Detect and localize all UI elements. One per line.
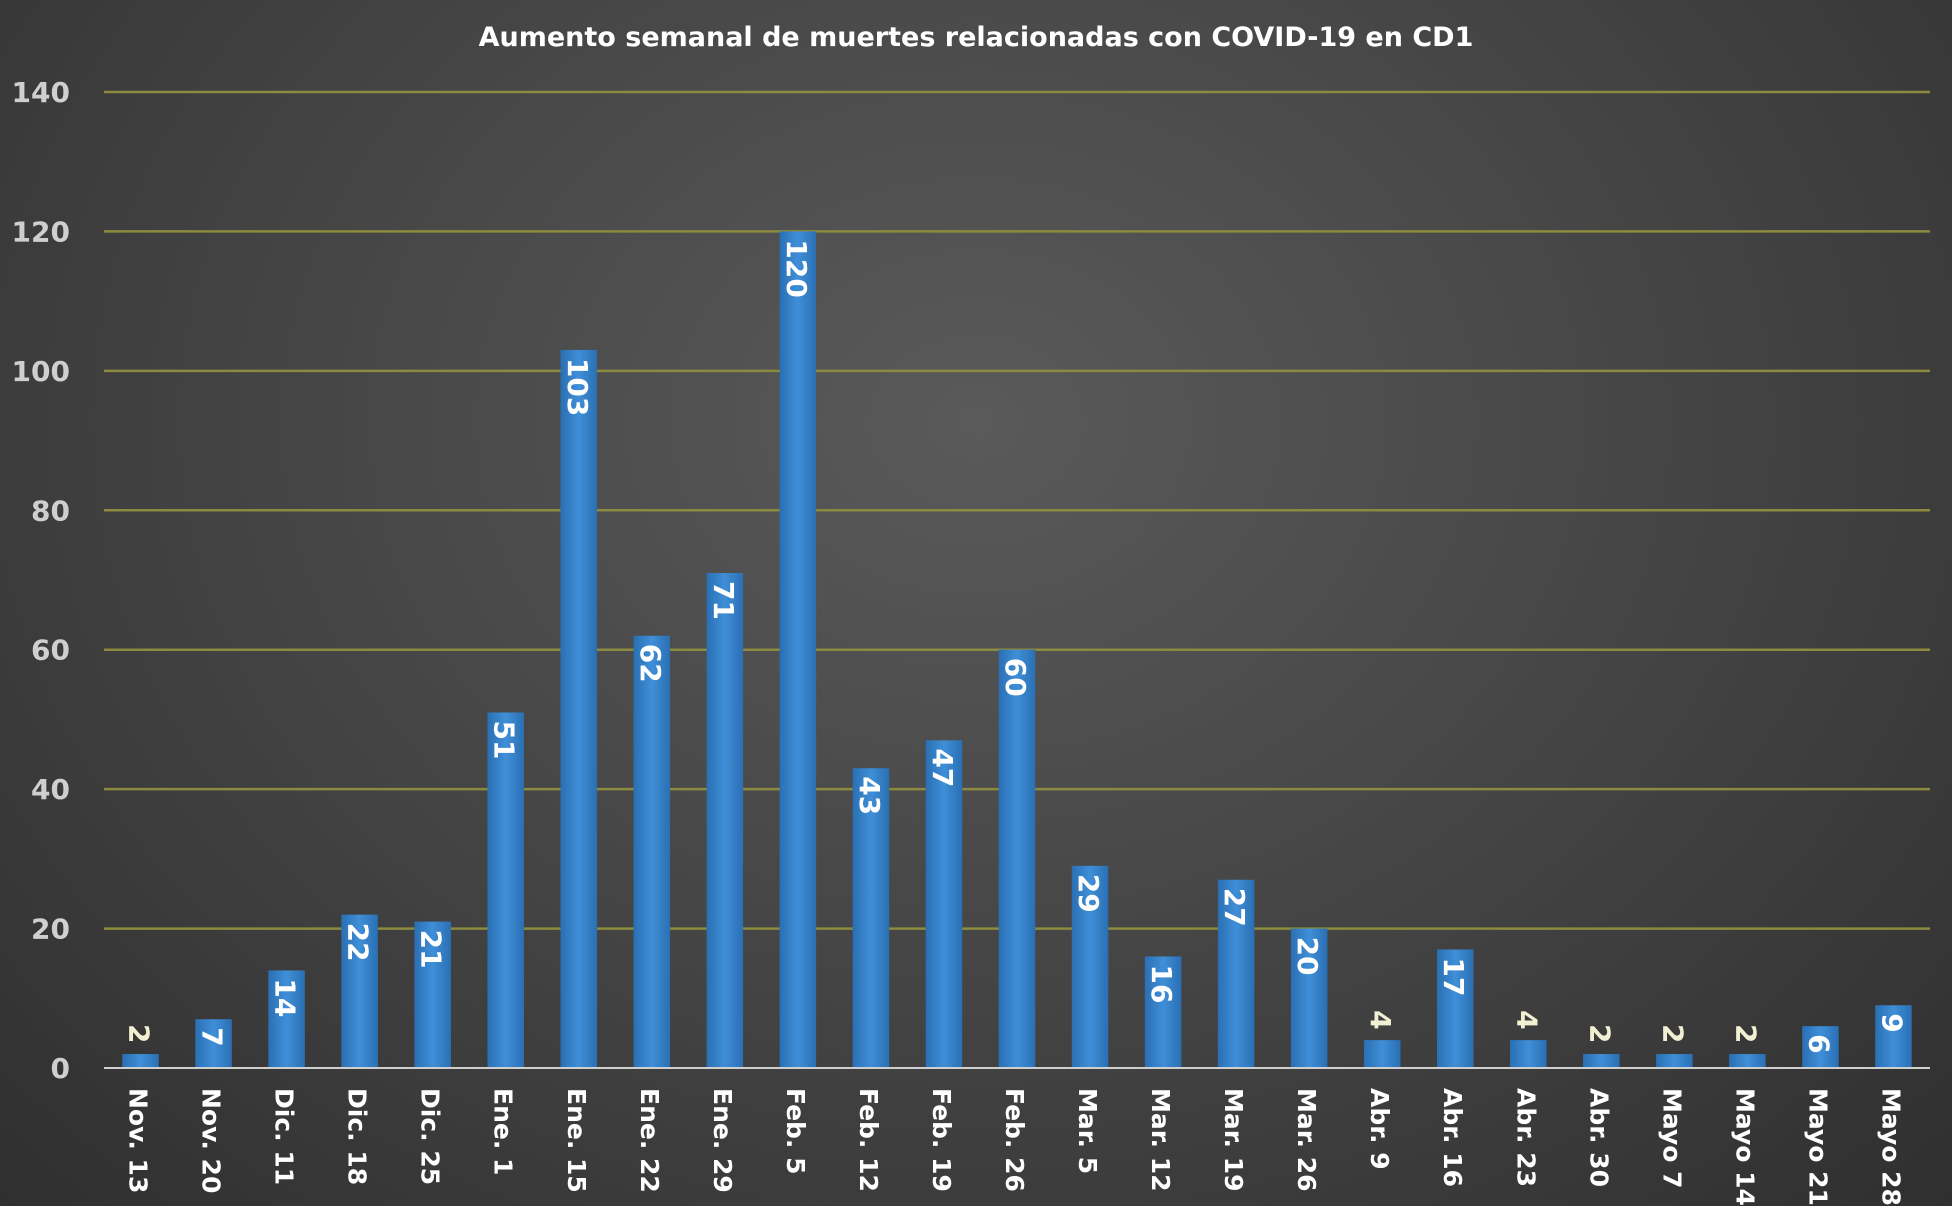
x-tick-label: Nov. 20 [197, 1088, 226, 1193]
x-tick-label: Dic. 11 [270, 1088, 299, 1185]
y-tick-label: 40 [31, 773, 70, 806]
x-tick-label: Abr. 9 [1365, 1088, 1394, 1170]
data-label: 4 [1364, 1010, 1397, 1029]
data-label: 43 [853, 776, 886, 815]
bar [706, 573, 744, 1068]
y-tick-label: 140 [12, 76, 70, 109]
x-tick-label: Nov. 13 [124, 1088, 153, 1193]
y-tick-label: 120 [12, 215, 70, 248]
data-label: 120 [780, 239, 813, 297]
y-tick-label: 100 [12, 355, 70, 388]
data-label: 16 [1145, 964, 1178, 1003]
x-tick-label: Ene. 15 [562, 1088, 591, 1193]
data-label: 7 [196, 1027, 229, 1046]
data-label: 51 [488, 720, 521, 759]
data-label: 62 [634, 644, 667, 683]
bar [633, 635, 671, 1068]
x-tick-label: Abr. 23 [1511, 1088, 1540, 1187]
data-label: 2 [1583, 1024, 1616, 1043]
y-tick-label: 80 [31, 494, 70, 527]
x-tick-label: Mar. 19 [1219, 1088, 1248, 1192]
data-label: 21 [415, 930, 448, 969]
bar [1144, 956, 1182, 1068]
data-label: 6 [1802, 1034, 1835, 1053]
bar [925, 740, 963, 1068]
x-tick-label: Ene. 1 [489, 1088, 518, 1175]
data-label: 29 [1072, 874, 1105, 913]
bars [122, 231, 1912, 1068]
bar [998, 649, 1036, 1068]
bar [1363, 1040, 1401, 1068]
bar [1510, 1040, 1547, 1068]
data-label: 2 [1729, 1024, 1762, 1043]
x-tick-label: Feb. 26 [1000, 1088, 1029, 1192]
data-label: 17 [1437, 957, 1470, 996]
data-label: 47 [926, 748, 959, 787]
bar [1802, 1026, 1839, 1068]
bar [487, 712, 524, 1068]
data-label: 4 [1510, 1010, 1543, 1029]
x-tick-label: Feb. 5 [781, 1088, 810, 1175]
data-label: 60 [999, 658, 1032, 697]
x-tick-label: Mayo 14 [1730, 1088, 1759, 1206]
y-tick-label: 0 [51, 1052, 70, 1085]
x-tick-label: Mayo 28 [1876, 1088, 1905, 1206]
x-tick-label: Mayo 7 [1657, 1088, 1686, 1189]
bar [1583, 1054, 1620, 1068]
bar [1436, 949, 1474, 1068]
data-label: 20 [1291, 937, 1324, 976]
bar [1290, 928, 1328, 1068]
data-label: 71 [707, 581, 740, 620]
bar [268, 970, 305, 1068]
bar [414, 921, 451, 1068]
x-axis-ticks: Nov. 13 Nov. 20 Dic. 11 Dic. 18 Dic. 25 Ene. … [124, 1088, 1906, 1206]
x-tick-label: Abr. 30 [1584, 1088, 1613, 1187]
data-label: 103 [561, 358, 594, 416]
data-label: 22 [342, 923, 375, 962]
bar [560, 349, 598, 1068]
x-tick-label: Mayo 21 [1803, 1088, 1832, 1206]
bar [1656, 1054, 1693, 1068]
bar [122, 1054, 159, 1068]
x-tick-label: Mar. 12 [1146, 1088, 1175, 1192]
x-tick-label: Dic. 25 [416, 1088, 445, 1185]
x-tick-label: Dic. 18 [343, 1088, 372, 1185]
x-tick-label: Mar. 26 [1292, 1088, 1321, 1192]
x-tick-label: Ene. 29 [708, 1088, 737, 1193]
x-tick-label: Feb. 12 [854, 1088, 883, 1192]
y-tick-label: 20 [31, 913, 70, 946]
x-tick-label: Mar. 5 [1073, 1088, 1102, 1174]
y-axis-ticks: 0 20 40 60 80 100 120 140 [12, 76, 70, 1085]
bar [1071, 865, 1109, 1068]
bar [1217, 879, 1255, 1068]
bar [779, 231, 817, 1068]
bar [1729, 1054, 1766, 1068]
bar [195, 1019, 232, 1068]
x-tick-label: Feb. 19 [927, 1088, 956, 1192]
data-label: 14 [269, 978, 302, 1017]
bar [341, 914, 378, 1068]
chart-title: Aumento semanal de muertes relacionadas … [479, 22, 1474, 53]
data-label: 27 [1218, 888, 1251, 927]
x-tick-label: Abr. 16 [1438, 1088, 1467, 1187]
data-label: 9 [1875, 1013, 1908, 1032]
x-tick-label: Ene. 22 [635, 1088, 664, 1193]
data-label: 2 [123, 1024, 156, 1043]
bar [852, 768, 890, 1068]
data-label: 2 [1656, 1024, 1689, 1043]
bar [1875, 1005, 1912, 1068]
y-tick-label: 60 [31, 634, 70, 667]
